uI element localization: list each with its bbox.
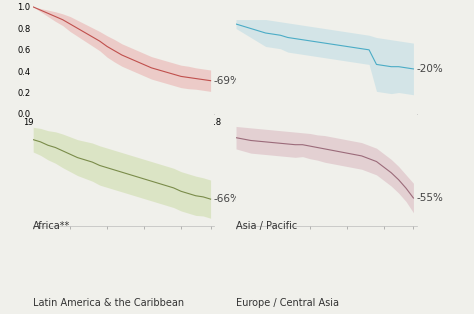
Text: Europe / Central Asia: Europe / Central Asia <box>236 298 339 308</box>
Text: Africa**: Africa** <box>33 221 71 231</box>
Text: -69%: -69% <box>214 76 240 86</box>
Text: Asia / Pacific: Asia / Pacific <box>236 221 297 231</box>
Text: -55%: -55% <box>416 193 443 203</box>
Text: -66%: -66% <box>214 194 240 204</box>
Text: Latin America & the Caribbean: Latin America & the Caribbean <box>33 298 184 308</box>
Text: -20%: -20% <box>416 64 443 74</box>
